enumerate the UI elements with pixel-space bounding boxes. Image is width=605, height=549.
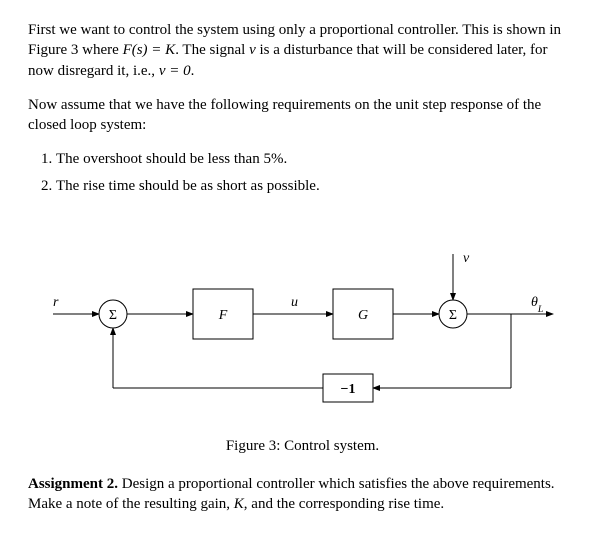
- inline-eq: F(s) = K: [123, 42, 176, 58]
- svg-text:v: v: [463, 251, 470, 266]
- paragraph-requirements: Now assume that we have the following re…: [28, 95, 577, 136]
- list-item: The overshoot should be less than 5%.: [56, 149, 577, 169]
- block-diagram-svg: r u θL v Σ F G Σ −1: [33, 214, 573, 414]
- svg-text:G: G: [357, 308, 367, 323]
- figure-caption: Figure 3: Control system.: [28, 436, 577, 456]
- figure-block-diagram: r u θL v Σ F G Σ −1: [28, 214, 577, 414]
- svg-text:F: F: [217, 308, 227, 323]
- inline-var: K: [234, 496, 244, 512]
- requirements-list: The overshoot should be less than 5%. Th…: [28, 149, 577, 196]
- assignment-paragraph: Assignment 2. Design a proportional cont…: [28, 474, 577, 515]
- svg-text:Σ: Σ: [108, 308, 116, 323]
- svg-text:u: u: [291, 295, 298, 310]
- inline-eq: v = 0: [159, 63, 191, 79]
- svg-text:r: r: [53, 295, 59, 310]
- text: . The signal: [175, 42, 249, 58]
- svg-text:θL: θL: [531, 295, 543, 315]
- svg-text:Σ: Σ: [448, 308, 456, 323]
- list-item: The rise time should be as short as poss…: [56, 176, 577, 196]
- svg-text:−1: −1: [340, 382, 355, 397]
- inline-var: v: [249, 42, 256, 58]
- paragraph-intro: First we want to control the system usin…: [28, 20, 577, 81]
- text: .: [191, 63, 195, 79]
- text: , and the corresponding rise time.: [244, 496, 444, 512]
- assignment-heading: Assignment 2.: [28, 476, 118, 492]
